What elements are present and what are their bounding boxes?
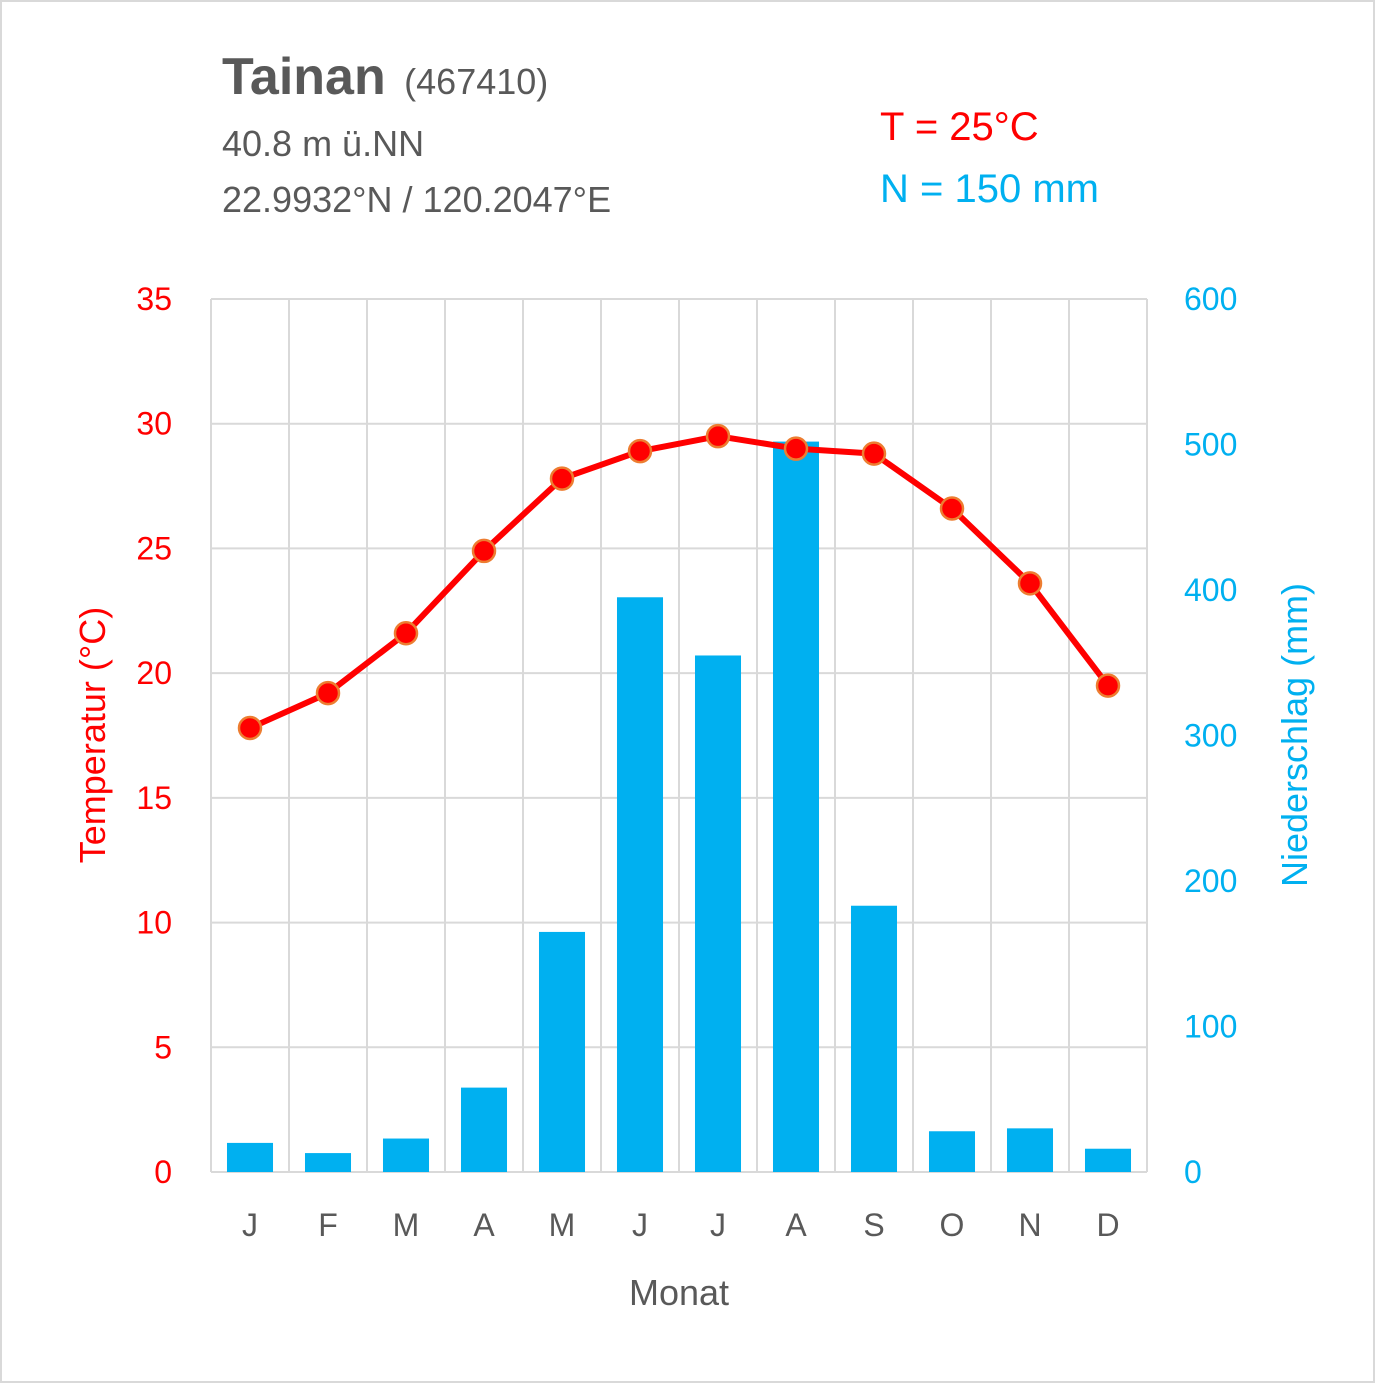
x-tick-label: J [242, 1207, 258, 1243]
left-tick-label: 30 [136, 406, 172, 442]
left-tick-label: 20 [136, 655, 172, 691]
left-axis-ticks: 0 5 10 15 20 25 30 35 [136, 281, 172, 1190]
left-tick-label: 35 [136, 281, 172, 317]
temperature-point [315, 680, 341, 706]
x-tick-label: A [473, 1207, 495, 1243]
annual-temperature: T = 25°C [880, 105, 1039, 149]
temperature-series-line [248, 433, 1111, 731]
temperature-point [237, 715, 263, 741]
right-axis-ticks: 0 100 200 300 400 500 600 [1184, 281, 1237, 1190]
right-tick-label: 0 [1184, 1154, 1202, 1190]
precipitation-bar [460, 1087, 508, 1172]
x-tick-label: N [1018, 1207, 1041, 1243]
precipitation-bar [928, 1131, 976, 1172]
left-tick-label: 5 [154, 1029, 172, 1065]
temperature-point [705, 423, 731, 449]
temperature-line [237, 423, 1121, 741]
right-tick-label: 200 [1184, 863, 1237, 899]
precipitation-bar [850, 905, 898, 1172]
precipitation-bar [1006, 1128, 1054, 1172]
right-axis-title: Niederschlag (mm) [1274, 583, 1315, 887]
station-id: (467410) [404, 61, 548, 102]
temperature-point [1017, 571, 1043, 596]
right-tick-label: 100 [1184, 1009, 1237, 1045]
temperature-point [939, 496, 965, 521]
temperature-point [627, 438, 653, 464]
station-coordinates: 22.9932°N / 120.2047°E [222, 179, 611, 220]
x-tick-label: O [940, 1207, 965, 1243]
right-tick-label: 500 [1184, 427, 1237, 463]
annual-precipitation: N = 150 mm [880, 167, 1099, 211]
left-tick-label: 25 [136, 530, 172, 566]
station-elevation: 40.8 m ü.NN [222, 123, 424, 164]
station-name: Tainan [222, 48, 386, 106]
left-tick-label: 10 [136, 905, 172, 941]
left-tick-label: 15 [136, 780, 172, 816]
x-tick-label: A [785, 1207, 807, 1243]
x-tick-label: J [632, 1207, 648, 1243]
temperature-point [861, 441, 887, 466]
x-tick-label: F [318, 1207, 338, 1243]
temperature-point [471, 538, 497, 564]
grid-lines [210, 298, 1148, 1173]
precipitation-bar [304, 1153, 352, 1172]
x-axis-title: Monat [629, 1272, 729, 1313]
precipitation-bars [226, 441, 1132, 1173]
precipitation-bar [772, 441, 820, 1173]
right-tick-label: 400 [1184, 572, 1237, 608]
left-tick-label: 0 [154, 1154, 172, 1190]
temperature-point [549, 466, 575, 491]
x-tick-label: S [863, 1207, 884, 1243]
precipitation-bar [1084, 1148, 1132, 1172]
left-axis-title: Temperatur (°C) [72, 607, 113, 863]
precipitation-bar [616, 597, 664, 1172]
temperature-point [783, 436, 809, 461]
temperature-point [1095, 673, 1121, 698]
x-tick-label: M [549, 1207, 576, 1243]
x-tick-label: D [1096, 1207, 1119, 1243]
temperature-point [393, 620, 419, 646]
right-tick-label: 600 [1184, 281, 1237, 317]
station-title: Tainan (467410) [222, 48, 548, 106]
precipitation-bar [226, 1142, 274, 1172]
x-tick-label: J [710, 1207, 726, 1243]
precipitation-bar [538, 931, 586, 1172]
precipitation-bar [694, 655, 742, 1172]
x-tick-label: M [393, 1207, 420, 1243]
precipitation-bar [382, 1138, 430, 1172]
right-tick-label: 300 [1184, 718, 1237, 754]
